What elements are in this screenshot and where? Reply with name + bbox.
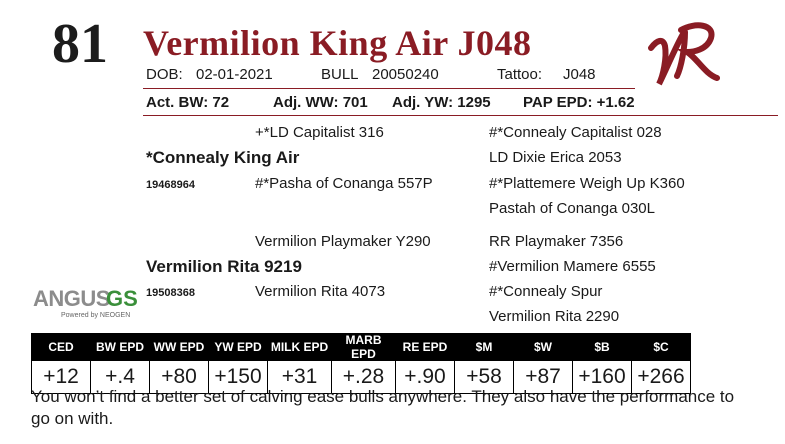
dam-sire-dam: #Vermilion Mamere 6555: [489, 258, 656, 275]
epd-value: +.90: [395, 361, 455, 394]
lot-number: 81: [52, 13, 108, 75]
dam-dam: Vermilion Rita 4073: [255, 283, 386, 300]
epd-header: $C: [631, 333, 691, 361]
dam-dam-dam: Vermilion Rita 2290: [489, 308, 620, 325]
epd-header: RE EPD: [395, 333, 455, 361]
sire-sire-dam: LD Dixie Erica 2053: [489, 149, 622, 166]
dam-sire-sire: RR Playmaker 7356: [489, 233, 624, 250]
sire-dam: #*Pasha of Conanga 557P: [255, 175, 433, 192]
adjusted-weaning-weight: Adj. WW: 701: [273, 94, 368, 111]
tattoo-label: Tattoo:: [497, 66, 543, 83]
epd-header: WW EPD: [149, 333, 209, 361]
divider-line: [143, 115, 778, 116]
sire-sire-sire: #*Connealy Capitalist 028: [489, 124, 662, 141]
sire-registration: 19468964: [146, 179, 195, 191]
epd-header: YW EPD: [208, 333, 268, 361]
powered-by-text: Powered by NEOGEN: [61, 312, 131, 319]
epd-header: CED: [31, 333, 91, 361]
epd-header: $M: [454, 333, 514, 361]
dam-dam-sire: #*Connealy Spur: [489, 283, 603, 300]
sire-name: *Connealy King Air: [146, 148, 300, 167]
vr-brand-logo: [648, 22, 720, 86]
epd-table: CED BW EPD WW EPD YW EPD MILK EPD MARB E…: [31, 333, 691, 394]
epd-value: +150: [208, 361, 268, 394]
dob-value: 02-01-2021: [196, 66, 273, 83]
sire-dam-sire: #*Plattemere Weigh Up K360: [489, 175, 685, 192]
animal-name: Vermilion King Air J048: [143, 23, 532, 63]
epd-value: +266: [631, 361, 691, 394]
divider-line: [143, 88, 635, 89]
epd-value: +.4: [90, 361, 150, 394]
dam-registration: 19508368: [146, 287, 195, 299]
lot-description: You won’t find a better set of calving e…: [31, 387, 735, 428]
epd-header: MILK EPD: [267, 333, 332, 361]
epd-value: +.28: [331, 361, 396, 394]
epd-value: +12: [31, 361, 91, 394]
epd-value: +160: [572, 361, 632, 394]
epd-header: $W: [513, 333, 573, 361]
epd-header: BW EPD: [90, 333, 150, 361]
dam-name: Vermilion Rita 9219: [146, 257, 302, 276]
epd-header: $B: [572, 333, 632, 361]
sex-label: BULL: [321, 66, 359, 83]
angus-logo-text: ANGUS: [33, 286, 110, 311]
adjusted-yearling-weight: Adj. YW: 1295: [392, 94, 491, 111]
epd-header-row: CED BW EPD WW EPD YW EPD MILK EPD MARB E…: [31, 333, 691, 361]
dam-sire: Vermilion Playmaker Y290: [255, 233, 431, 250]
pap-epd: PAP EPD: +1.62: [523, 94, 635, 111]
sire-sire: +*LD Capitalist 316: [255, 124, 384, 141]
epd-value: +80: [149, 361, 209, 394]
gs-logo-text: GS: [106, 286, 138, 311]
registration-number: 20050240: [372, 66, 439, 83]
angus-gs-logo: ANGUS GS Powered by NEOGEN: [33, 286, 138, 326]
dob-label: DOB:: [146, 66, 183, 83]
epd-value: +87: [513, 361, 573, 394]
tattoo-value: J048: [563, 66, 596, 83]
sire-dam-dam: Pastah of Conanga 030L: [489, 200, 655, 217]
epd-header: MARB EPD: [331, 333, 396, 361]
epd-value-row: +12 +.4 +80 +150 +31 +.28 +.90 +58 +87 +…: [31, 361, 691, 394]
epd-value: +58: [454, 361, 514, 394]
actual-birth-weight: Act. BW: 72: [146, 94, 230, 111]
